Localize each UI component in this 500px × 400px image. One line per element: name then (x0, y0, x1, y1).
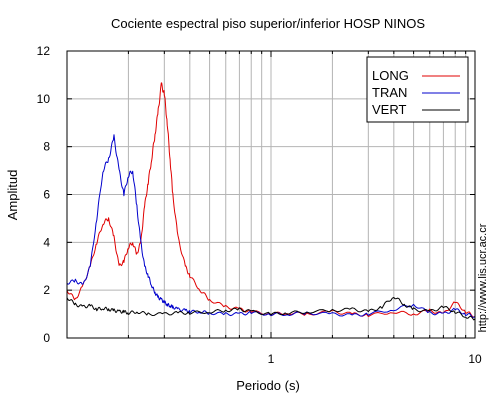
y-tick-label: 0 (43, 331, 50, 345)
y-tick-label: 4 (43, 235, 50, 249)
y-tick-label: 12 (37, 44, 51, 58)
legend-label-long: LONG (372, 68, 409, 83)
y-tick-label: 8 (43, 140, 50, 154)
credit-url: http://www.lis.ucr.ac.cr (477, 223, 489, 332)
series-lines (66, 82, 476, 321)
chart-title: Cociente espectral piso superior/inferio… (111, 16, 425, 31)
y-tick-label: 10 (37, 92, 51, 106)
plot-frame (66, 50, 476, 339)
legend-label-vert: VERT (372, 102, 406, 117)
x-tick-labels: 1 10 (268, 352, 482, 366)
y-axis-label: Amplitud (5, 170, 20, 221)
legend-box (366, 56, 469, 123)
y-tick-labels: 0 2 4 6 8 10 12 (37, 44, 51, 345)
y-tick-label: 2 (43, 283, 50, 297)
legend-label-tran: TRAN (372, 85, 407, 100)
y-tick-label: 6 (43, 188, 50, 202)
x-tick-label: 10 (468, 352, 482, 366)
legend: LONG TRAN VERT (366, 56, 469, 123)
x-axis-label: Periodo (s) (236, 378, 300, 393)
series-line-vert (66, 297, 476, 321)
series-line-tran (66, 134, 476, 318)
x-tick-label: 1 (268, 352, 275, 366)
